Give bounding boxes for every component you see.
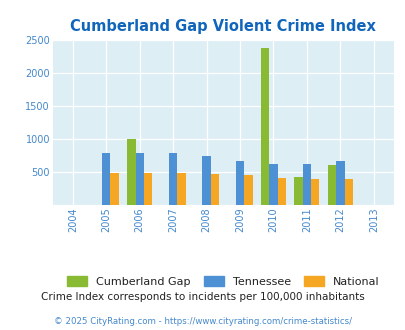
Bar [135,153,143,205]
Bar [168,153,177,205]
Bar [327,165,335,205]
Bar [277,178,285,205]
Bar [235,161,243,205]
Bar [335,161,344,205]
Bar [110,173,119,205]
Bar [243,175,252,205]
Bar [177,173,185,205]
Text: Crime Index corresponds to incidents per 100,000 inhabitants: Crime Index corresponds to incidents per… [41,292,364,302]
Bar [127,139,135,205]
Text: © 2025 CityRating.com - https://www.cityrating.com/crime-statistics/: © 2025 CityRating.com - https://www.city… [54,317,351,326]
Bar [210,174,219,205]
Bar [143,173,152,205]
Bar [269,164,277,205]
Bar [310,179,319,205]
Bar [294,177,302,205]
Bar [260,48,269,205]
Bar [202,156,210,205]
Bar [302,164,310,205]
Legend: Cumberland Gap, Tennessee, National: Cumberland Gap, Tennessee, National [64,273,382,290]
Bar [344,179,352,205]
Title: Cumberland Gap Violent Crime Index: Cumberland Gap Violent Crime Index [70,19,375,34]
Bar [102,153,110,205]
